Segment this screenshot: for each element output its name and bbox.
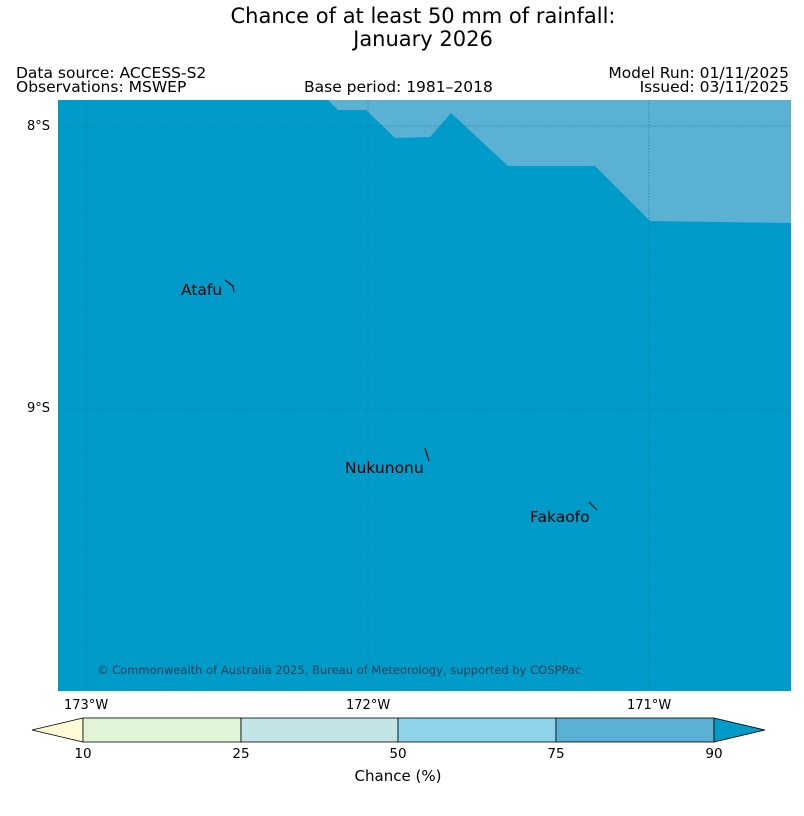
data-source: Data source: ACCESS-S2 (16, 64, 207, 82)
lon-label-173w: 173°W (64, 698, 109, 713)
lat-label-9s: 9°S (27, 401, 51, 416)
colorbar-tick-50: 50 (389, 746, 406, 762)
model-run: Model Run: 01/11/2025 (608, 64, 789, 82)
lat-label-8s: 8°S (27, 119, 51, 134)
copyright-credit: © Commonwealth of Australia 2025, Bureau… (97, 663, 581, 677)
colorbar-extend-low (31, 717, 84, 743)
place-label-fakaofo: Fakaofo (530, 508, 590, 526)
nukunonu-marker (424, 447, 430, 462)
colorbar-bin-25-50 (240, 717, 399, 743)
atafu-marker (224, 279, 234, 287)
rainfall-map: Atafu Nukunonu Fakaofo © Commonwealth of… (58, 100, 791, 691)
colorbar-tick-25: 25 (232, 746, 249, 762)
colorbar-bin-10-25 (82, 717, 242, 743)
lon-label-171w: 171°W (627, 698, 672, 713)
colorbar-tick-10: 10 (74, 746, 91, 762)
base-period: Base period: 1981–2018 (304, 78, 493, 96)
colorbar-tick-90: 90 (705, 746, 722, 762)
place-label-nukunonu: Nukunonu (345, 459, 424, 477)
colorbar-bin-50-75 (397, 717, 557, 743)
chart-title-line1: Chance of at least 50 mm of rainfall: (230, 4, 616, 28)
colorbar-bin-75-90 (555, 717, 715, 743)
colorbar-title: Chance (%) (355, 767, 442, 785)
lon-label-172w: 172°W (346, 698, 391, 713)
chart-title-line2: January 2026 (353, 27, 493, 51)
colorbar-tick-75: 75 (547, 746, 564, 762)
map-fill-75-90-region (328, 100, 791, 223)
observations: Observations: MSWEP (16, 78, 187, 96)
place-label-atafu: Atafu (181, 281, 222, 299)
atafu-marker-tail (232, 285, 235, 293)
graticule (58, 100, 791, 691)
colorbar: 10 25 50 75 90 Chance (%) (31, 717, 766, 785)
fakaofo-marker (588, 501, 598, 511)
issued-date: Issued: 03/11/2025 (639, 78, 789, 96)
colorbar-extend-high (713, 717, 766, 743)
